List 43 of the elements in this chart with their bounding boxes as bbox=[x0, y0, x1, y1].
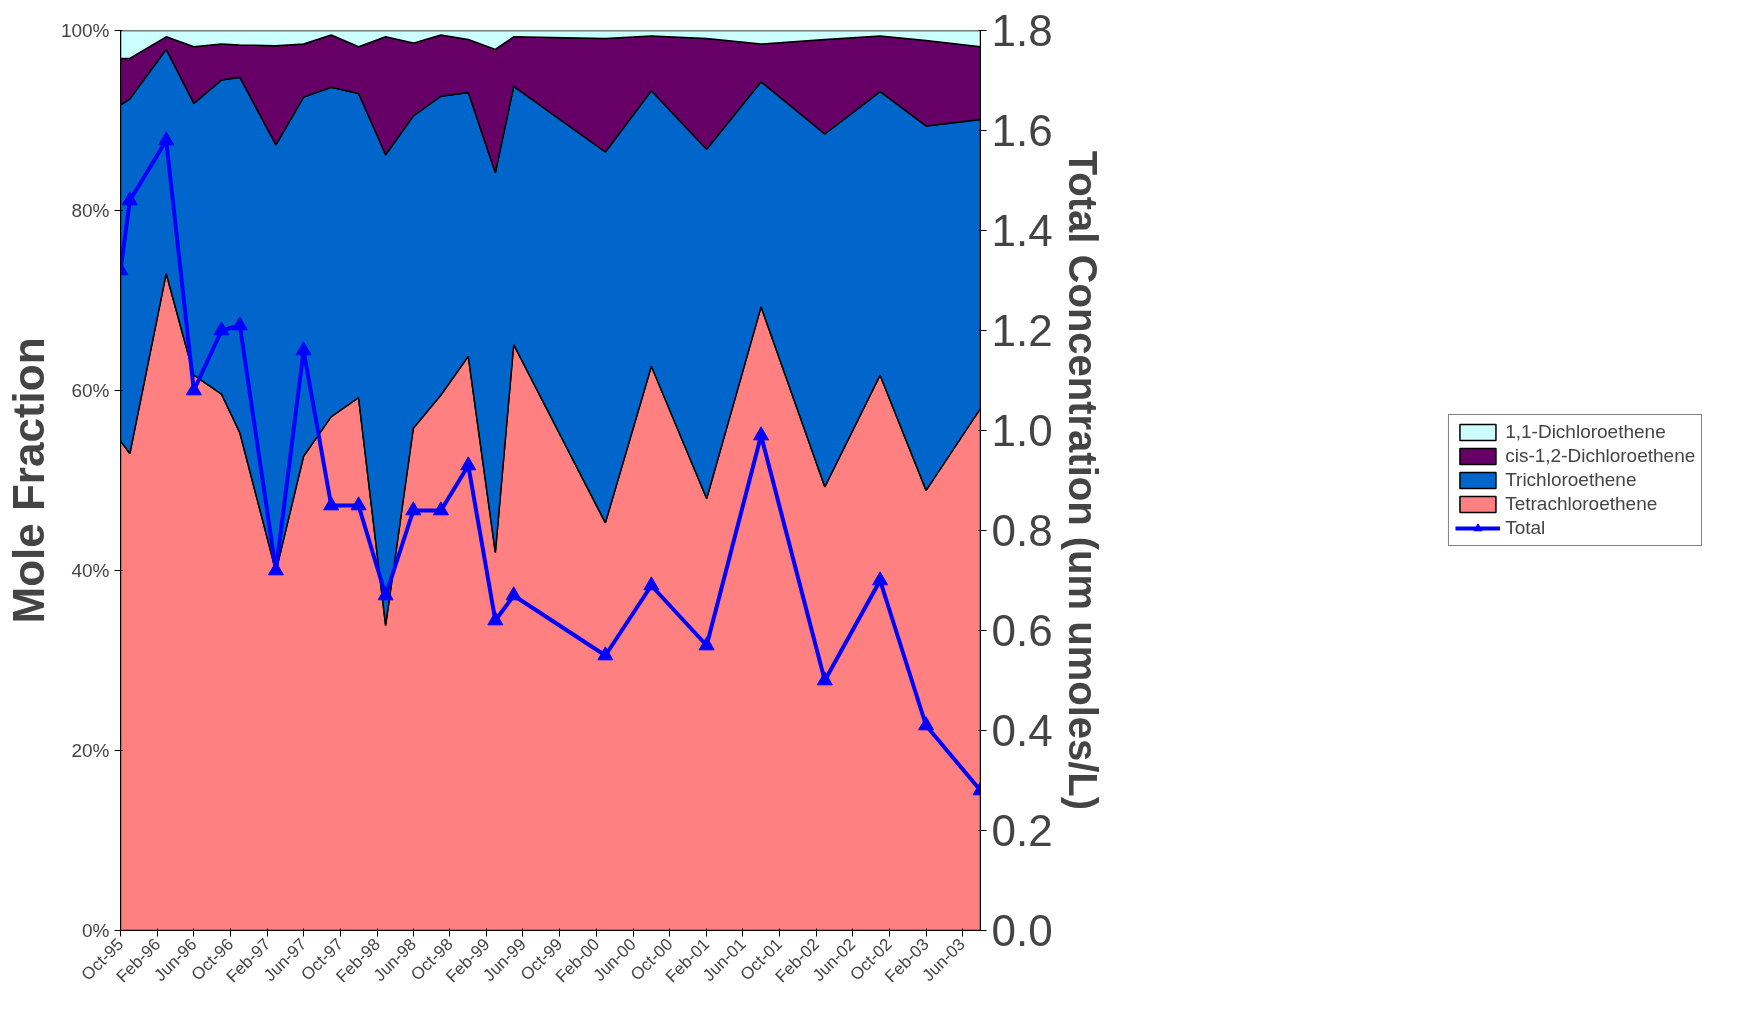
y2-tick-label: 0.6 bbox=[991, 606, 1053, 655]
point bbox=[213, 321, 230, 336]
point bbox=[295, 341, 312, 356]
legend-label: Trichloroethene bbox=[1505, 469, 1637, 491]
point bbox=[918, 716, 935, 731]
point bbox=[121, 191, 138, 206]
point bbox=[377, 586, 394, 601]
y2-tick-label: 1.6 bbox=[991, 106, 1053, 155]
y-tick-label: 40% bbox=[71, 560, 110, 581]
y-tick-label: 20% bbox=[71, 740, 110, 761]
legend-label: 1,1-Dichloroethene bbox=[1505, 421, 1666, 443]
point bbox=[432, 501, 449, 516]
y-tick-label: 100% bbox=[60, 20, 110, 41]
y2-axis-title: Total Concentration (um umoles/L) bbox=[1060, 150, 1105, 811]
point bbox=[350, 496, 367, 511]
y2-tick-label: 1.2 bbox=[991, 306, 1053, 355]
point bbox=[505, 586, 522, 601]
point bbox=[698, 636, 715, 651]
y-tick-label: 0% bbox=[82, 920, 110, 941]
legend-label: Total bbox=[1505, 517, 1546, 539]
point bbox=[405, 501, 422, 516]
y2-tick-label: 1.4 bbox=[991, 206, 1053, 255]
legend-label: cis-1,2-Dichloroethene bbox=[1505, 445, 1696, 467]
point bbox=[323, 496, 340, 511]
point bbox=[487, 611, 504, 626]
point bbox=[597, 646, 614, 661]
legend-label: Tetrachloroethene bbox=[1505, 493, 1658, 515]
y2-tick-label: 0.0 bbox=[991, 906, 1053, 955]
y2-tick-label: 0.2 bbox=[991, 806, 1053, 855]
y2-tick-label: 1.8 bbox=[991, 6, 1053, 55]
y-tick-label: 60% bbox=[71, 380, 110, 401]
y2-tick-label: 1.0 bbox=[991, 406, 1053, 455]
point bbox=[872, 571, 889, 586]
y2-tick-label: 0.8 bbox=[991, 506, 1053, 555]
point bbox=[460, 456, 477, 471]
y2-tick-label: 0.4 bbox=[991, 706, 1053, 755]
point bbox=[816, 671, 833, 686]
y-tick-label: 80% bbox=[71, 200, 110, 221]
point bbox=[643, 576, 660, 591]
point bbox=[231, 316, 248, 331]
point bbox=[753, 426, 770, 441]
y-axis-title: Mole Fraction bbox=[3, 337, 53, 624]
point bbox=[158, 131, 175, 146]
